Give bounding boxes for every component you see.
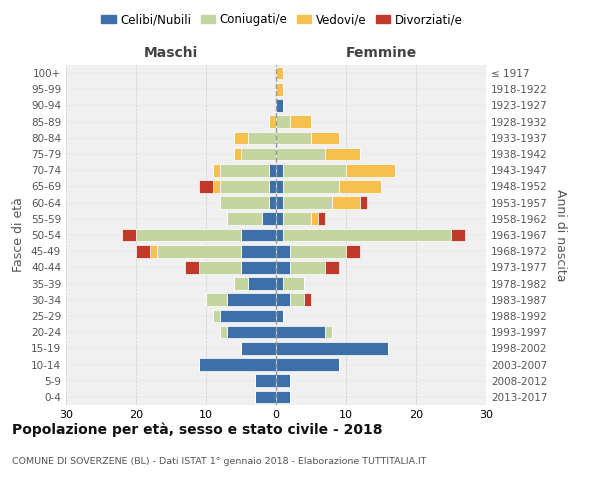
Y-axis label: Anni di nascita: Anni di nascita xyxy=(554,188,567,281)
Bar xyxy=(283,164,346,176)
Bar xyxy=(276,278,283,290)
Bar xyxy=(332,196,360,209)
Bar xyxy=(290,294,304,306)
Bar xyxy=(283,212,311,225)
Bar xyxy=(255,374,276,387)
Bar xyxy=(276,196,283,209)
Bar xyxy=(346,164,395,176)
Bar xyxy=(276,67,283,80)
Bar xyxy=(276,212,283,225)
Bar xyxy=(234,148,241,160)
Bar xyxy=(206,294,227,306)
Bar xyxy=(276,390,290,403)
Bar xyxy=(199,358,276,371)
Bar xyxy=(451,228,465,241)
Bar xyxy=(311,212,318,225)
Bar xyxy=(220,326,227,338)
Legend: Celibi/Nubili, Coniugati/e, Vedovi/e, Divorziati/e: Celibi/Nubili, Coniugati/e, Vedovi/e, Di… xyxy=(97,8,467,31)
Bar xyxy=(150,245,157,258)
Bar xyxy=(241,228,276,241)
Bar xyxy=(234,132,248,144)
Bar xyxy=(276,245,290,258)
Text: Femmine: Femmine xyxy=(346,46,416,60)
Bar xyxy=(276,374,290,387)
Bar xyxy=(220,196,269,209)
Bar xyxy=(290,245,346,258)
Bar xyxy=(241,261,276,274)
Bar xyxy=(269,164,276,176)
Bar xyxy=(220,164,269,176)
Bar xyxy=(339,180,381,192)
Bar xyxy=(136,228,241,241)
Bar xyxy=(311,132,339,144)
Bar xyxy=(199,261,241,274)
Bar xyxy=(276,148,325,160)
Bar xyxy=(276,228,283,241)
Bar xyxy=(255,390,276,403)
Y-axis label: Fasce di età: Fasce di età xyxy=(13,198,25,272)
Bar xyxy=(304,294,311,306)
Bar xyxy=(248,278,276,290)
Text: COMUNE DI SOVERZENE (BL) - Dati ISTAT 1° gennaio 2018 - Elaborazione TUTTITALIA.: COMUNE DI SOVERZENE (BL) - Dati ISTAT 1°… xyxy=(12,458,427,466)
Bar xyxy=(213,164,220,176)
Bar xyxy=(318,212,325,225)
Bar xyxy=(227,326,276,338)
Bar xyxy=(241,245,276,258)
Bar xyxy=(290,116,311,128)
Bar xyxy=(199,180,213,192)
Bar xyxy=(157,245,241,258)
Bar xyxy=(276,261,290,274)
Bar xyxy=(276,358,339,371)
Bar xyxy=(269,180,276,192)
Bar xyxy=(269,196,276,209)
Bar xyxy=(136,245,150,258)
Bar xyxy=(227,212,262,225)
Bar xyxy=(241,342,276,354)
Bar xyxy=(262,212,276,225)
Bar xyxy=(276,180,283,192)
Bar xyxy=(269,116,276,128)
Bar xyxy=(276,164,283,176)
Bar xyxy=(325,261,339,274)
Bar xyxy=(283,228,451,241)
Bar xyxy=(276,83,283,96)
Bar xyxy=(213,180,220,192)
Bar xyxy=(220,310,276,322)
Bar xyxy=(325,326,332,338)
Bar xyxy=(360,196,367,209)
Bar xyxy=(325,148,360,160)
Bar xyxy=(122,228,136,241)
Bar xyxy=(185,261,199,274)
Bar xyxy=(290,261,325,274)
Bar xyxy=(213,310,220,322)
Text: Maschi: Maschi xyxy=(144,46,198,60)
Bar xyxy=(276,294,290,306)
Bar xyxy=(276,310,283,322)
Bar xyxy=(283,278,304,290)
Text: Popolazione per età, sesso e stato civile - 2018: Popolazione per età, sesso e stato civil… xyxy=(12,422,383,437)
Bar xyxy=(234,278,248,290)
Bar xyxy=(248,132,276,144)
Bar xyxy=(276,132,311,144)
Bar xyxy=(227,294,276,306)
Bar xyxy=(276,342,388,354)
Bar xyxy=(283,196,332,209)
Bar xyxy=(346,245,360,258)
Bar xyxy=(220,180,269,192)
Bar xyxy=(276,326,325,338)
Bar xyxy=(241,148,276,160)
Bar xyxy=(276,99,283,112)
Bar xyxy=(276,116,290,128)
Bar xyxy=(283,180,339,192)
